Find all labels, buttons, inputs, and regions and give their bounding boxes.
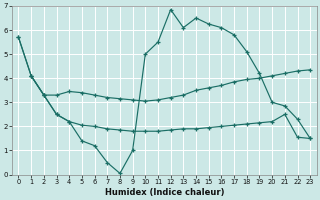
X-axis label: Humidex (Indice chaleur): Humidex (Indice chaleur): [105, 188, 224, 197]
